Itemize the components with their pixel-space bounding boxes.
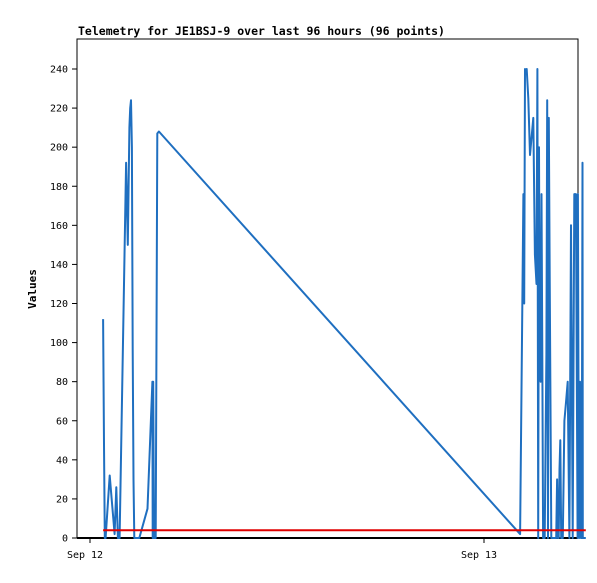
y-tick-label: 220 — [50, 104, 68, 115]
x-axis: Sep 12 Sep 13 — [67, 538, 497, 561]
y-axis: 0 20 40 60 80 100 120 140 160 180 200 220 240 — [50, 65, 77, 545]
y-axis-label: Values — [26, 269, 39, 309]
y-tick-label: 0 — [62, 534, 68, 545]
y-tick-label: 140 — [50, 260, 68, 271]
y-tick-label: 240 — [50, 65, 68, 76]
y-tick-label: 200 — [50, 143, 68, 154]
y-tick-label: 40 — [56, 455, 68, 466]
y-tick-label: 60 — [56, 416, 68, 427]
plot-frame — [76, 38, 579, 539]
chart-title: Telemetry for JE1BSJ-9 over last 96 hour… — [78, 24, 445, 38]
y-tick-label: 80 — [56, 377, 68, 388]
series-line-telemetry — [102, 68, 587, 539]
series-layer — [77, 68, 587, 539]
y-tick-label: 180 — [50, 182, 68, 193]
y-tick-label: 160 — [50, 221, 68, 232]
y-tick-label: 100 — [50, 338, 68, 349]
x-tick-label: Sep 12 — [67, 550, 103, 561]
x-tick-label: Sep 13 — [461, 550, 497, 561]
y-tick-label: 120 — [50, 299, 68, 310]
y-tick-label: 20 — [56, 494, 68, 505]
